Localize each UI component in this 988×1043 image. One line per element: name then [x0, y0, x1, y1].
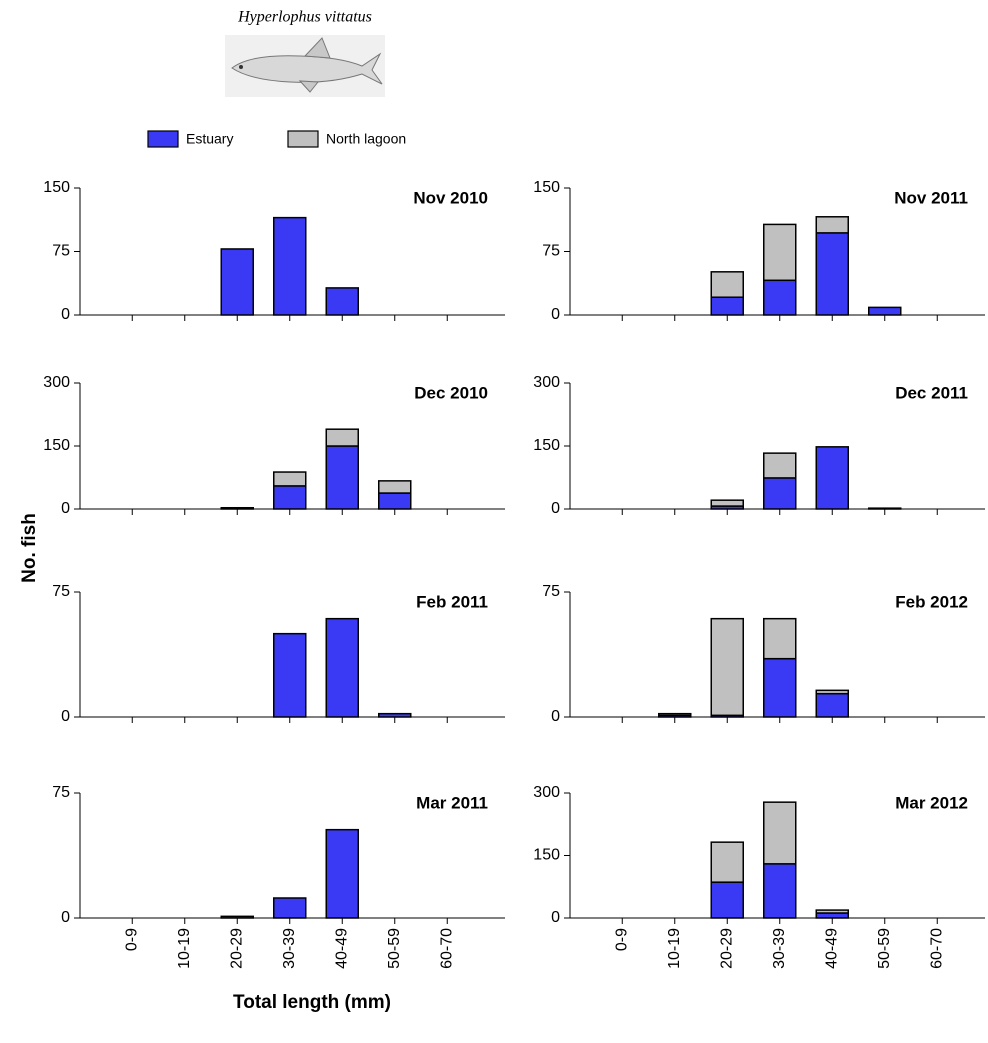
- bar-segment: [325, 828, 359, 919]
- legend-label: North lagoon: [326, 131, 406, 147]
- bar-segment: [658, 712, 692, 717]
- y-tick-label: 0: [61, 909, 70, 926]
- x-tick-label: 60-70: [438, 928, 455, 969]
- y-tick-label: 0: [551, 909, 560, 926]
- bar-segment: [815, 912, 849, 919]
- x-tick-label: 50-59: [386, 928, 403, 969]
- bar-segment: [763, 452, 797, 479]
- y-tick-label: 150: [533, 847, 560, 864]
- y-axis-title: No. fish: [19, 513, 40, 583]
- bar-segment: [220, 915, 254, 919]
- bar-segment: [763, 657, 797, 718]
- bar-segment: [868, 306, 902, 316]
- bar-segment: [815, 909, 849, 914]
- bar-segment: [710, 271, 744, 298]
- bar-segment: [378, 712, 412, 718]
- legend-label: Estuary: [186, 131, 233, 147]
- legend-swatch: [147, 130, 179, 148]
- bar-segment: [763, 617, 797, 660]
- y-tick-label: 75: [542, 583, 560, 600]
- panel-title: Nov 2010: [413, 188, 488, 207]
- bar-segment: [325, 445, 359, 510]
- x-tick-label: 20-29: [718, 928, 735, 969]
- y-tick-label: 300: [43, 374, 70, 391]
- bar-segment: [273, 632, 307, 718]
- bar-segment: [815, 689, 849, 695]
- bar-segment: [868, 507, 902, 510]
- bar-segment: [710, 881, 744, 919]
- y-tick-label: 0: [61, 500, 70, 517]
- x-tick-label: 40-49: [333, 928, 350, 969]
- x-tick-label: 10-19: [176, 928, 193, 969]
- y-tick-label: 75: [52, 243, 70, 260]
- y-tick-label: 150: [43, 437, 70, 454]
- y-tick-label: 0: [61, 708, 70, 725]
- y-tick-label: 0: [61, 306, 70, 323]
- x-tick-label: 10-19: [666, 928, 683, 969]
- fish-illustration: [225, 35, 385, 97]
- bar-segment: [763, 801, 797, 865]
- bar-segment: [763, 477, 797, 510]
- y-tick-label: 75: [52, 784, 70, 801]
- bar-segment: [763, 223, 797, 282]
- x-tick-label: 30-39: [281, 928, 298, 969]
- bar-segment: [273, 216, 307, 316]
- y-tick-label: 0: [551, 306, 560, 323]
- y-tick-label: 300: [533, 374, 560, 391]
- bar-segment: [378, 480, 412, 494]
- bar-segment: [710, 841, 744, 883]
- bar-segment: [815, 692, 849, 718]
- y-tick-label: 150: [533, 437, 560, 454]
- y-tick-label: 150: [43, 179, 70, 196]
- x-tick-label: 40-49: [823, 928, 840, 969]
- x-tick-label: 60-70: [928, 928, 945, 969]
- bar-segment: [325, 617, 359, 718]
- x-tick-label: 0-9: [123, 928, 140, 951]
- panel-title: Dec 2010: [414, 383, 488, 402]
- bar-segment: [273, 897, 307, 919]
- panel-title: Mar 2011: [416, 793, 488, 812]
- y-tick-label: 75: [52, 583, 70, 600]
- panel-title: Dec 2011: [895, 383, 968, 402]
- bar-segment: [815, 216, 849, 234]
- bar-segment: [815, 446, 849, 510]
- y-tick-label: 75: [542, 243, 560, 260]
- y-tick-label: 150: [533, 179, 560, 196]
- y-tick-label: 300: [533, 784, 560, 801]
- panel-title: Feb 2012: [895, 592, 968, 611]
- bar-segment: [710, 617, 744, 717]
- bar-segment: [325, 287, 359, 316]
- panel-title: Mar 2012: [895, 793, 968, 812]
- bar-segment: [325, 428, 359, 447]
- x-tick-label: 50-59: [876, 928, 893, 969]
- bar-segment: [815, 232, 849, 316]
- bar-segment: [378, 492, 412, 510]
- panel-title: Feb 2011: [416, 592, 488, 611]
- panel-title: Nov 2011: [894, 188, 968, 207]
- x-axis-title: Total length (mm): [233, 992, 391, 1013]
- bar-segment: [273, 471, 307, 487]
- y-tick-label: 0: [551, 708, 560, 725]
- x-tick-label: 0-9: [613, 928, 630, 951]
- bar-segment: [273, 485, 307, 510]
- bar-segment: [763, 279, 797, 316]
- bar-segment: [710, 499, 744, 507]
- bar-segment: [763, 863, 797, 919]
- bar-segment: [710, 296, 744, 316]
- x-tick-label: 20-29: [228, 928, 245, 969]
- species-name: Hyperlophus vittatus: [237, 9, 372, 26]
- legend-swatch: [287, 130, 319, 148]
- y-tick-label: 0: [551, 500, 560, 517]
- x-tick-label: 30-39: [771, 928, 788, 969]
- bar-segment: [220, 248, 254, 316]
